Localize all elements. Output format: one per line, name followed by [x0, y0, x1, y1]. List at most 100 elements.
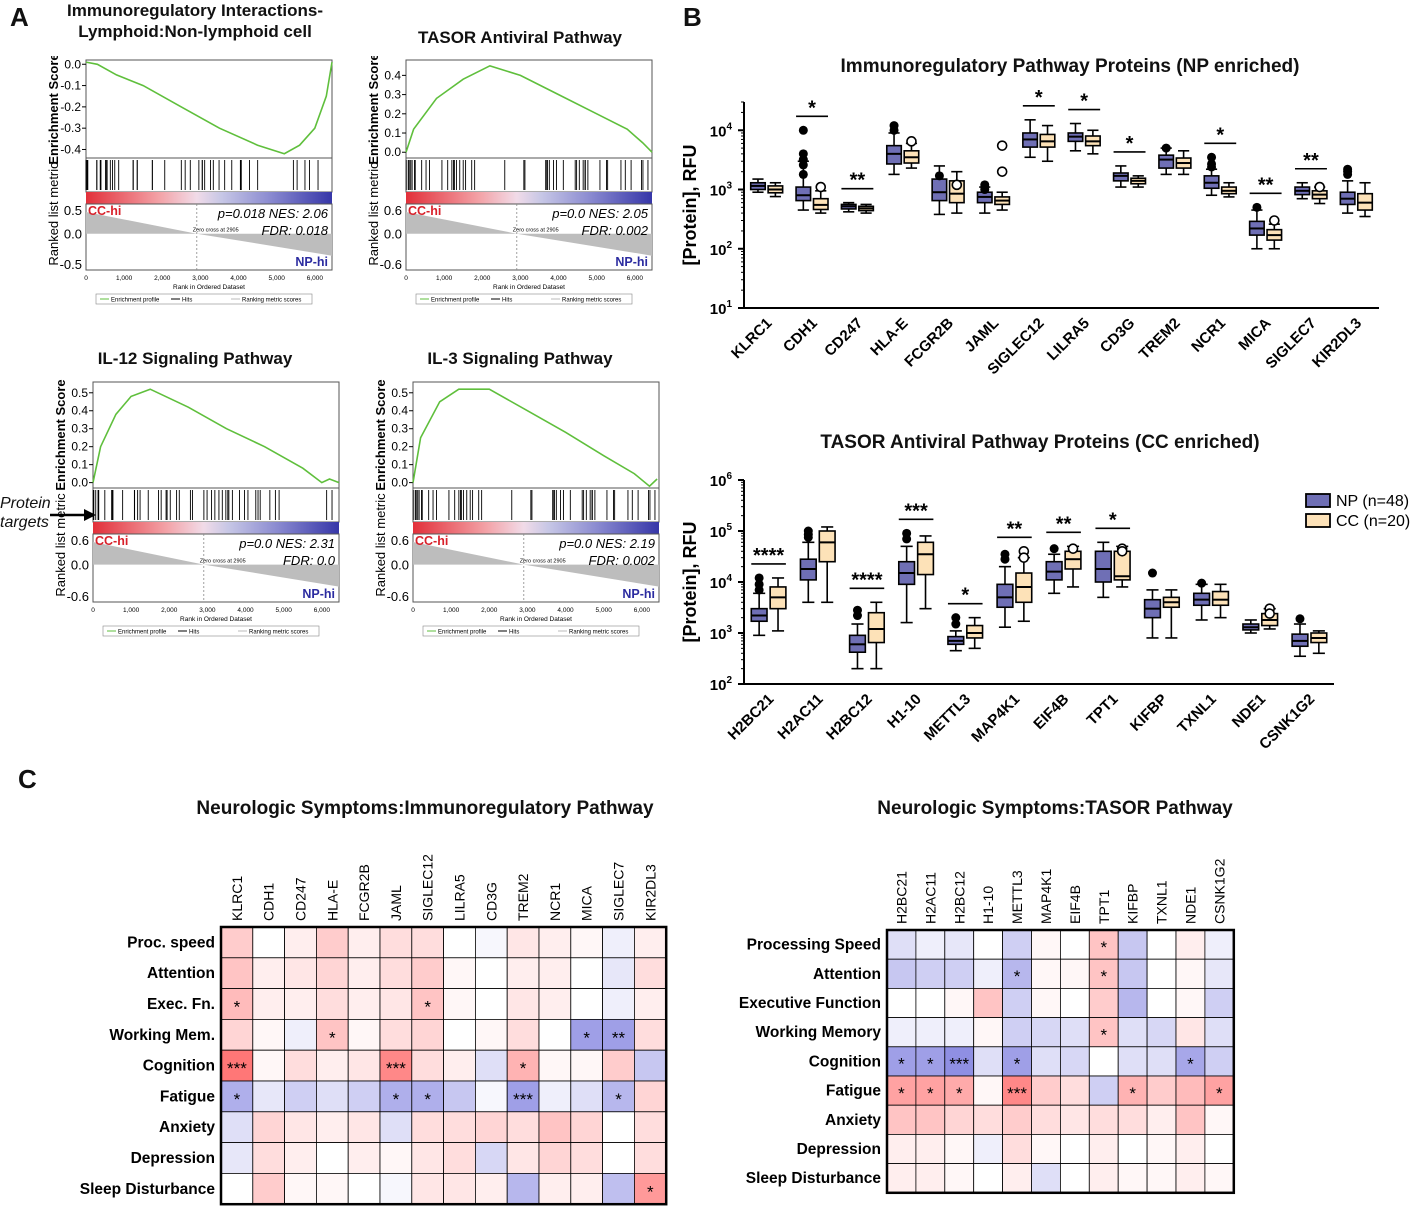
gsea-metric-tick-label: -0.5 [60, 257, 82, 272]
heatmap-cell [347, 1018, 381, 1051]
heatmap-cell [474, 988, 508, 1020]
heatmap-significance: * [1216, 1084, 1223, 1103]
heatmap-significance: * [1100, 938, 1107, 957]
box-y-tick-label: 101 [710, 299, 733, 318]
box-outlier-np [852, 611, 862, 621]
box-outlier-cc [906, 136, 917, 147]
heatmap-row-label: Exec. Fn. [147, 996, 215, 1013]
heatmap-cell [379, 1080, 413, 1113]
heatmap-row-label: Fatigue [160, 1088, 215, 1105]
heatmap-cell [1059, 1017, 1090, 1048]
gsea-x-tick-label: 1,000 [123, 607, 140, 614]
heatmap-cell [538, 1111, 572, 1143]
heatmap-cell [1175, 929, 1206, 960]
heatmap-cell [1146, 1046, 1177, 1077]
gsea-es-frame [85, 59, 333, 159]
gsea-x-tick-label: 1,000 [443, 607, 460, 614]
heatmap-cell [347, 1049, 381, 1082]
heatmap-significance: * [234, 998, 241, 1017]
heatmap-cell [538, 988, 572, 1020]
heatmap-cell [443, 1111, 476, 1143]
heatmap-cell [284, 1080, 317, 1113]
heatmap-cell [1204, 1017, 1235, 1048]
gsea-stats-p-nes: p=0.018 NES: 2.06 [217, 206, 329, 221]
gsea-x-tick-label: 5,000 [589, 275, 606, 282]
gsea-title-line-2: Lymphoid:Non-lymphoid cell [78, 22, 312, 41]
gsea-es-tick-label: 0.2 [391, 440, 408, 454]
heatmap-significance: * [393, 1090, 400, 1109]
heatmap-cell [1088, 1075, 1119, 1106]
box-category-label: H2BC21 [725, 691, 778, 744]
box-category-label: CDH1 [780, 315, 821, 356]
heatmap-cell [506, 1049, 540, 1082]
heatmap-column-label: CDH1 [261, 883, 277, 921]
heatmap-row-label: Cognition [143, 1058, 215, 1075]
heatmap-cell [602, 1018, 635, 1051]
gsea-cc-label: CC-hi [95, 534, 128, 548]
heatmap-cell [1175, 987, 1206, 1018]
heatmap-cell [886, 958, 917, 989]
heatmap-row-label: Sleep Disturbance [80, 1181, 216, 1198]
box-significance-stars: ** [850, 170, 866, 192]
gsea-es-tick-label: 0.5 [391, 386, 408, 400]
heatmap-significance: * [1014, 1055, 1021, 1074]
gsea-metric-area [86, 212, 332, 256]
heatmap-cell [1146, 1104, 1177, 1135]
gsea-stats-fdr: FDR: 0.018 [262, 223, 329, 238]
box-outlier-np [798, 169, 808, 179]
gsea-title-il12: IL-12 Signaling Pathway [97, 349, 293, 368]
heatmap-cell [1031, 1075, 1061, 1106]
heatmap-cell [1117, 929, 1148, 960]
box-category-label: KLRC1 [728, 315, 775, 362]
heatmap-significance: * [927, 1084, 934, 1103]
heatmap-cell [602, 1049, 635, 1082]
box-significance-stars: ** [1258, 174, 1274, 196]
heatmap-cell [443, 1018, 476, 1051]
heatmap-cell [1204, 1075, 1235, 1106]
box-category-label: KIR2DL3 [1309, 315, 1365, 371]
box-outlier-np [951, 619, 961, 629]
heatmap-significance: * [927, 1055, 934, 1074]
heatmap-cell [1204, 987, 1235, 1018]
box-iqr [996, 583, 1014, 609]
heatmap-cell [1175, 1075, 1206, 1106]
gsea-rank-colorbar [406, 192, 652, 204]
heatmap-cell [886, 1163, 917, 1194]
gsea-es-curve [85, 61, 333, 155]
box-category-label: TPT1 [1084, 691, 1122, 729]
gsea-legend-frame [415, 293, 633, 305]
heatmap-cell [1204, 1133, 1235, 1164]
heatmap-cell [944, 1163, 975, 1194]
heatmap-cell [252, 1111, 286, 1143]
box-category-label: MICA [1235, 315, 1274, 354]
heatmap-cell [1059, 1104, 1090, 1135]
gsea-legend-item: Hits [509, 630, 519, 636]
heatmap-column-label: NCR1 [547, 883, 563, 921]
gsea-legend-item: Hits [182, 298, 192, 304]
heatmap-cell [284, 1142, 317, 1174]
gsea-x-tick-label: 2,000 [474, 275, 491, 282]
heatmap-cell [944, 987, 975, 1018]
box-y-axis-label: [Protein], RFU [680, 522, 700, 643]
heatmap-cell [315, 1018, 349, 1051]
gsea-x-tick-label: 4,000 [557, 607, 574, 614]
heatmap-title-immunoregulatory: Neurologic Symptoms:Immunoregulatory Pat… [196, 798, 654, 819]
box-iqr [1112, 172, 1129, 182]
heatmap-significance: * [1100, 1025, 1107, 1044]
box-outlier-np [1000, 554, 1010, 564]
heatmap-cell [944, 1104, 975, 1135]
box-outlier-cc [951, 179, 963, 191]
heatmap-cell [1059, 929, 1090, 960]
heatmap-cell [443, 988, 476, 1020]
gsea-cc-label: CC-hi [88, 204, 121, 218]
gsea-legend-item: Enrichment profile [118, 630, 167, 636]
heatmap-cell [379, 1049, 413, 1082]
heatmap-cell [443, 957, 476, 990]
heatmap-cell [634, 988, 667, 1020]
heatmap-cell [252, 957, 286, 990]
gsea-stats-p-nes: p=0.0 NES: 2.19 [558, 536, 655, 551]
heatmap-significance: * [615, 1090, 622, 1109]
heatmap-cell [1059, 987, 1090, 1018]
heatmap-cell [347, 1080, 381, 1113]
gsea-x-tick-label: 4,000 [550, 275, 567, 282]
